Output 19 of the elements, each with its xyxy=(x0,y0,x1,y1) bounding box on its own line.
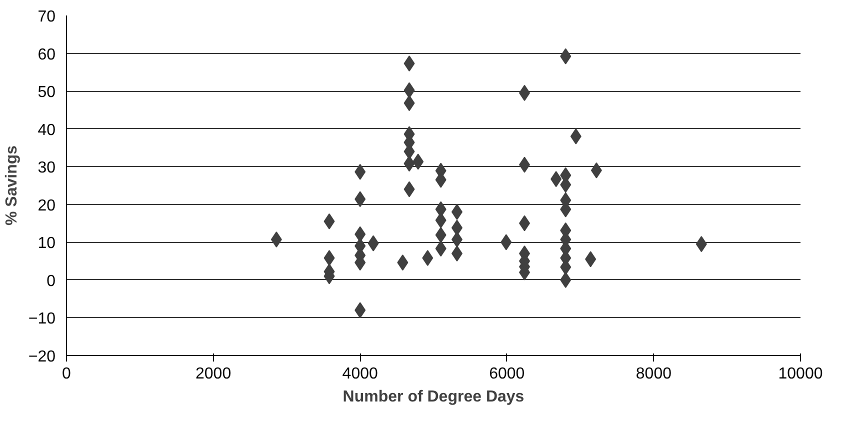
y-tick-label: 60 xyxy=(38,46,56,64)
y-axis-title: % Savings xyxy=(3,145,20,226)
x-axis-title: Number of Degree Days xyxy=(342,388,524,406)
y-tick-label: 40 xyxy=(38,122,56,139)
x-tick-label: 4000 xyxy=(342,366,378,382)
point xyxy=(451,246,462,262)
x-tick-label: 0 xyxy=(62,366,72,382)
y-tick-label: 70 xyxy=(38,8,56,26)
y-tick-label: 30 xyxy=(38,160,56,177)
x-tick-label: 8000 xyxy=(636,366,672,382)
y-tick-label: −10 xyxy=(28,310,56,328)
x-tick-label: 10000 xyxy=(778,366,823,382)
x-tick-label: 6000 xyxy=(489,366,525,382)
y-tick-label: 20 xyxy=(38,197,56,214)
y-tick-label: 10 xyxy=(38,235,56,252)
y-tick-label: 0 xyxy=(46,272,56,290)
y-tick-label: −20 xyxy=(28,348,56,366)
y-tick-label: 50 xyxy=(38,84,56,102)
x-tick-label: 2000 xyxy=(196,366,232,382)
